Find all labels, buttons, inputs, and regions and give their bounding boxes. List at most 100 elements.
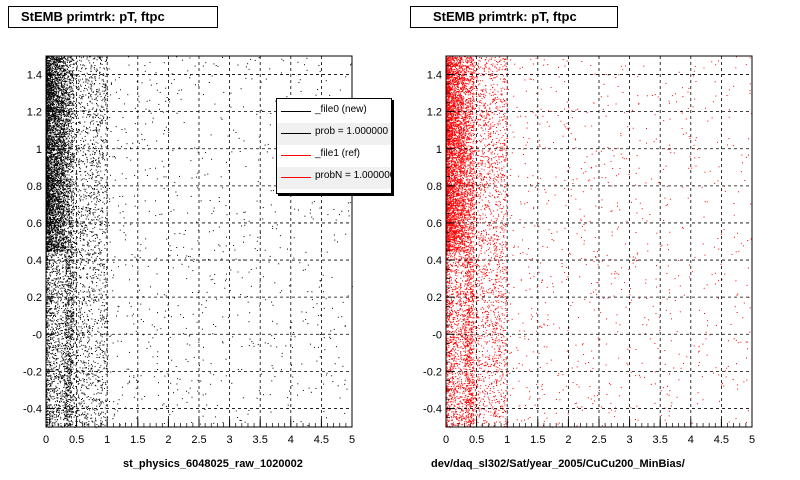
data-point [64, 241, 66, 243]
data-point [64, 232, 65, 234]
data-point [99, 425, 101, 427]
data-point [126, 157, 128, 159]
data-point [51, 331, 53, 333]
data-point [249, 234, 251, 236]
data-point [76, 230, 78, 232]
data-point [51, 182, 53, 184]
data-point [71, 176, 73, 178]
data-point [59, 330, 61, 332]
data-point [64, 81, 66, 83]
data-point [57, 143, 59, 144]
data-point [62, 281, 64, 283]
data-point [47, 133, 49, 135]
data-point [66, 329, 68, 331]
data-point [305, 318, 307, 320]
data-point [46, 411, 48, 413]
data-point [92, 261, 94, 263]
data-point [57, 90, 59, 92]
data-point [47, 73, 49, 75]
data-point [55, 193, 57, 195]
data-point [71, 399, 73, 401]
data-point [101, 223, 103, 225]
data-point [67, 298, 69, 300]
data-point [68, 332, 70, 334]
data-point [79, 158, 81, 160]
data-point [168, 163, 170, 165]
data-point [70, 392, 72, 394]
data-point [52, 248, 54, 250]
data-point [86, 127, 87, 129]
data-point [78, 161, 80, 163]
data-point [59, 173, 61, 175]
data-point [63, 120, 64, 122]
data-point [56, 111, 58, 113]
data-point [64, 349, 66, 351]
data-point [105, 400, 107, 402]
data-point [56, 203, 58, 205]
data-point [67, 135, 69, 137]
data-point [46, 256, 48, 258]
data-point [66, 204, 68, 206]
data-point [105, 225, 107, 227]
data-point [50, 397, 52, 399]
data-point [66, 205, 68, 207]
data-point [52, 229, 54, 231]
data-point [76, 149, 78, 151]
data-point [53, 217, 54, 219]
data-point [47, 253, 49, 255]
data-point [105, 281, 107, 283]
data-point [64, 356, 66, 358]
data-point [90, 168, 92, 170]
data-point [98, 300, 100, 302]
data-point [69, 368, 71, 370]
data-point [60, 228, 61, 230]
data-point [57, 141, 59, 143]
data-point [71, 216, 73, 218]
data-point [58, 172, 60, 174]
data-point [56, 58, 58, 60]
data-point [65, 241, 67, 243]
scatter-plot-left: -0.4-0.2-00.20.40.60.811.21.40 0.5 1 1.5 2 2.… [23, 55, 355, 446]
data-point [307, 323, 309, 325]
data-point [73, 261, 74, 263]
data-point [211, 213, 213, 215]
data-point [72, 260, 73, 262]
data-point [56, 139, 58, 141]
data-point [105, 361, 107, 362]
data-point [74, 115, 76, 117]
data-point [59, 169, 60, 171]
data-point [60, 416, 62, 418]
data-point [57, 176, 59, 178]
data-point [64, 243, 66, 245]
data-point [70, 307, 72, 309]
data-point [50, 138, 52, 140]
data-point [70, 189, 72, 191]
data-point [88, 355, 90, 357]
data-point [73, 63, 75, 65]
data-point [66, 269, 68, 271]
data-point [65, 291, 67, 293]
data-point [271, 380, 273, 382]
data-point [81, 137, 83, 139]
data-point [68, 423, 70, 425]
data-point [183, 122, 185, 124]
data-point [177, 305, 179, 307]
data-point [69, 298, 71, 300]
data-point [46, 63, 48, 65]
data-point [61, 125, 63, 127]
data-point [50, 337, 52, 339]
data-point [57, 78, 59, 80]
data-point [78, 402, 80, 404]
data-point [281, 355, 283, 357]
data-point [63, 120, 65, 122]
data-point [79, 232, 81, 234]
data-point [84, 153, 86, 155]
data-point [326, 374, 327, 376]
data-point [71, 102, 73, 104]
data-point [81, 208, 82, 209]
data-point [58, 345, 60, 347]
data-point [69, 377, 71, 379]
data-point [225, 358, 227, 360]
data-point [52, 167, 54, 169]
data-point [93, 290, 95, 292]
